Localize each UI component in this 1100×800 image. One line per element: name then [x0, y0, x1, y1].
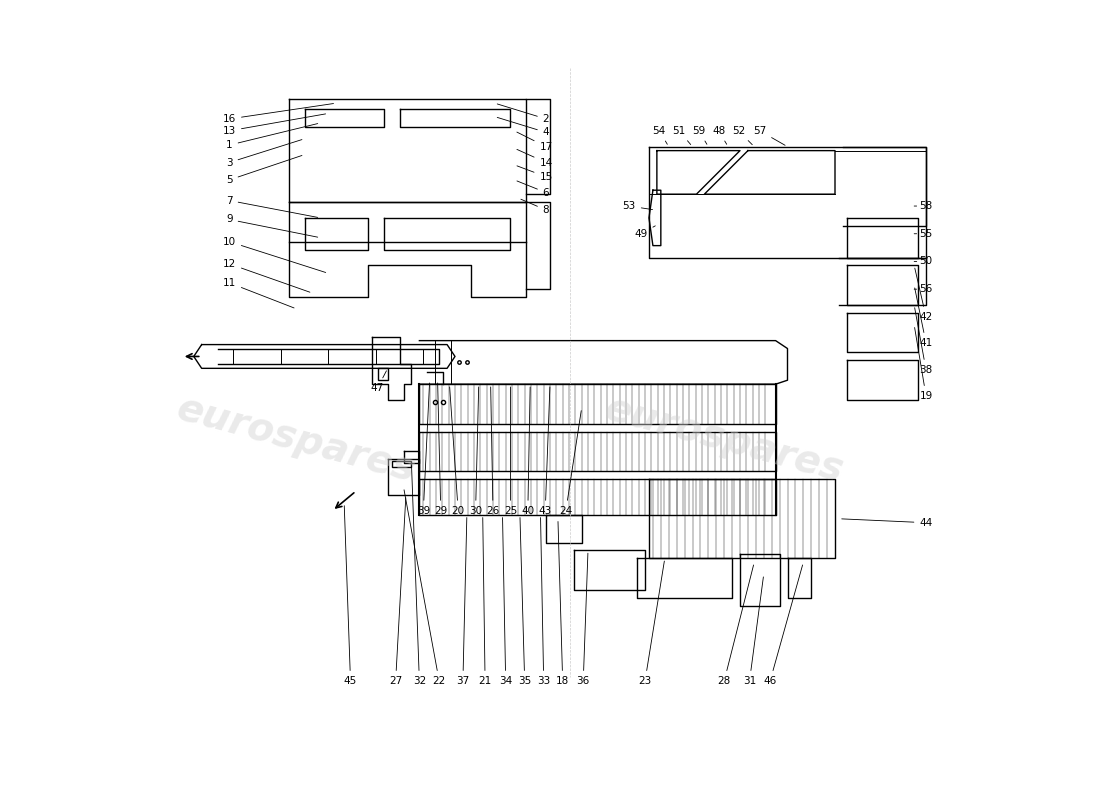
Text: 29: 29 — [434, 383, 448, 516]
Text: 36: 36 — [576, 553, 590, 686]
Text: 55: 55 — [914, 229, 933, 238]
Text: 38: 38 — [915, 308, 933, 375]
Text: 13: 13 — [223, 114, 326, 136]
Text: 57: 57 — [754, 126, 785, 146]
Text: 45: 45 — [344, 506, 358, 686]
Text: 42: 42 — [915, 268, 933, 322]
Text: 54: 54 — [652, 126, 668, 144]
Text: 34: 34 — [499, 518, 513, 686]
Text: 11: 11 — [223, 278, 294, 308]
Text: 7: 7 — [227, 195, 318, 218]
Text: 17: 17 — [517, 132, 552, 152]
Text: 58: 58 — [914, 201, 933, 211]
Text: 31: 31 — [742, 577, 763, 686]
Text: 35: 35 — [518, 518, 531, 686]
Text: 18: 18 — [556, 522, 570, 686]
Text: 24: 24 — [559, 410, 581, 516]
Text: 43: 43 — [539, 387, 552, 516]
Bar — [378, 368, 387, 380]
Text: 25: 25 — [504, 387, 517, 516]
Text: 33: 33 — [537, 518, 550, 686]
Text: 28: 28 — [717, 565, 754, 686]
Text: 47: 47 — [371, 370, 386, 393]
Text: 37: 37 — [456, 518, 470, 686]
Text: 22: 22 — [404, 490, 446, 686]
Text: 56: 56 — [914, 284, 933, 294]
Text: 26: 26 — [486, 387, 499, 516]
Text: 16: 16 — [223, 103, 333, 124]
Text: 8: 8 — [521, 199, 549, 215]
Text: 20: 20 — [450, 387, 464, 516]
Text: 9: 9 — [227, 214, 318, 237]
Text: 3: 3 — [227, 139, 301, 167]
Text: 27: 27 — [389, 498, 406, 686]
Text: 15: 15 — [517, 166, 552, 182]
Text: 59: 59 — [692, 126, 707, 144]
Text: 46: 46 — [763, 565, 803, 686]
Text: 19: 19 — [914, 327, 933, 401]
Text: 48: 48 — [712, 126, 727, 144]
Text: 41: 41 — [915, 288, 933, 348]
Text: 5: 5 — [227, 155, 301, 185]
Text: 49: 49 — [635, 226, 656, 238]
Text: eurospares: eurospares — [601, 390, 848, 490]
Text: 32: 32 — [411, 466, 426, 686]
Text: eurospares: eurospares — [173, 390, 420, 490]
Text: 4: 4 — [497, 118, 549, 138]
Text: 10: 10 — [223, 237, 326, 273]
Text: 40: 40 — [521, 387, 535, 516]
Bar — [392, 461, 411, 467]
Text: 30: 30 — [469, 387, 482, 516]
Text: 44: 44 — [842, 518, 933, 528]
Text: 53: 53 — [623, 201, 652, 211]
Text: 52: 52 — [732, 126, 752, 145]
Text: 6: 6 — [517, 181, 549, 198]
Text: 21: 21 — [478, 518, 492, 686]
Text: 1: 1 — [227, 123, 318, 150]
Text: 50: 50 — [914, 257, 933, 266]
Text: 14: 14 — [517, 150, 552, 167]
Text: 2: 2 — [497, 104, 549, 124]
Text: 51: 51 — [672, 126, 691, 145]
Text: 23: 23 — [638, 561, 664, 686]
Text: 12: 12 — [223, 259, 310, 292]
Text: 39: 39 — [417, 383, 430, 516]
